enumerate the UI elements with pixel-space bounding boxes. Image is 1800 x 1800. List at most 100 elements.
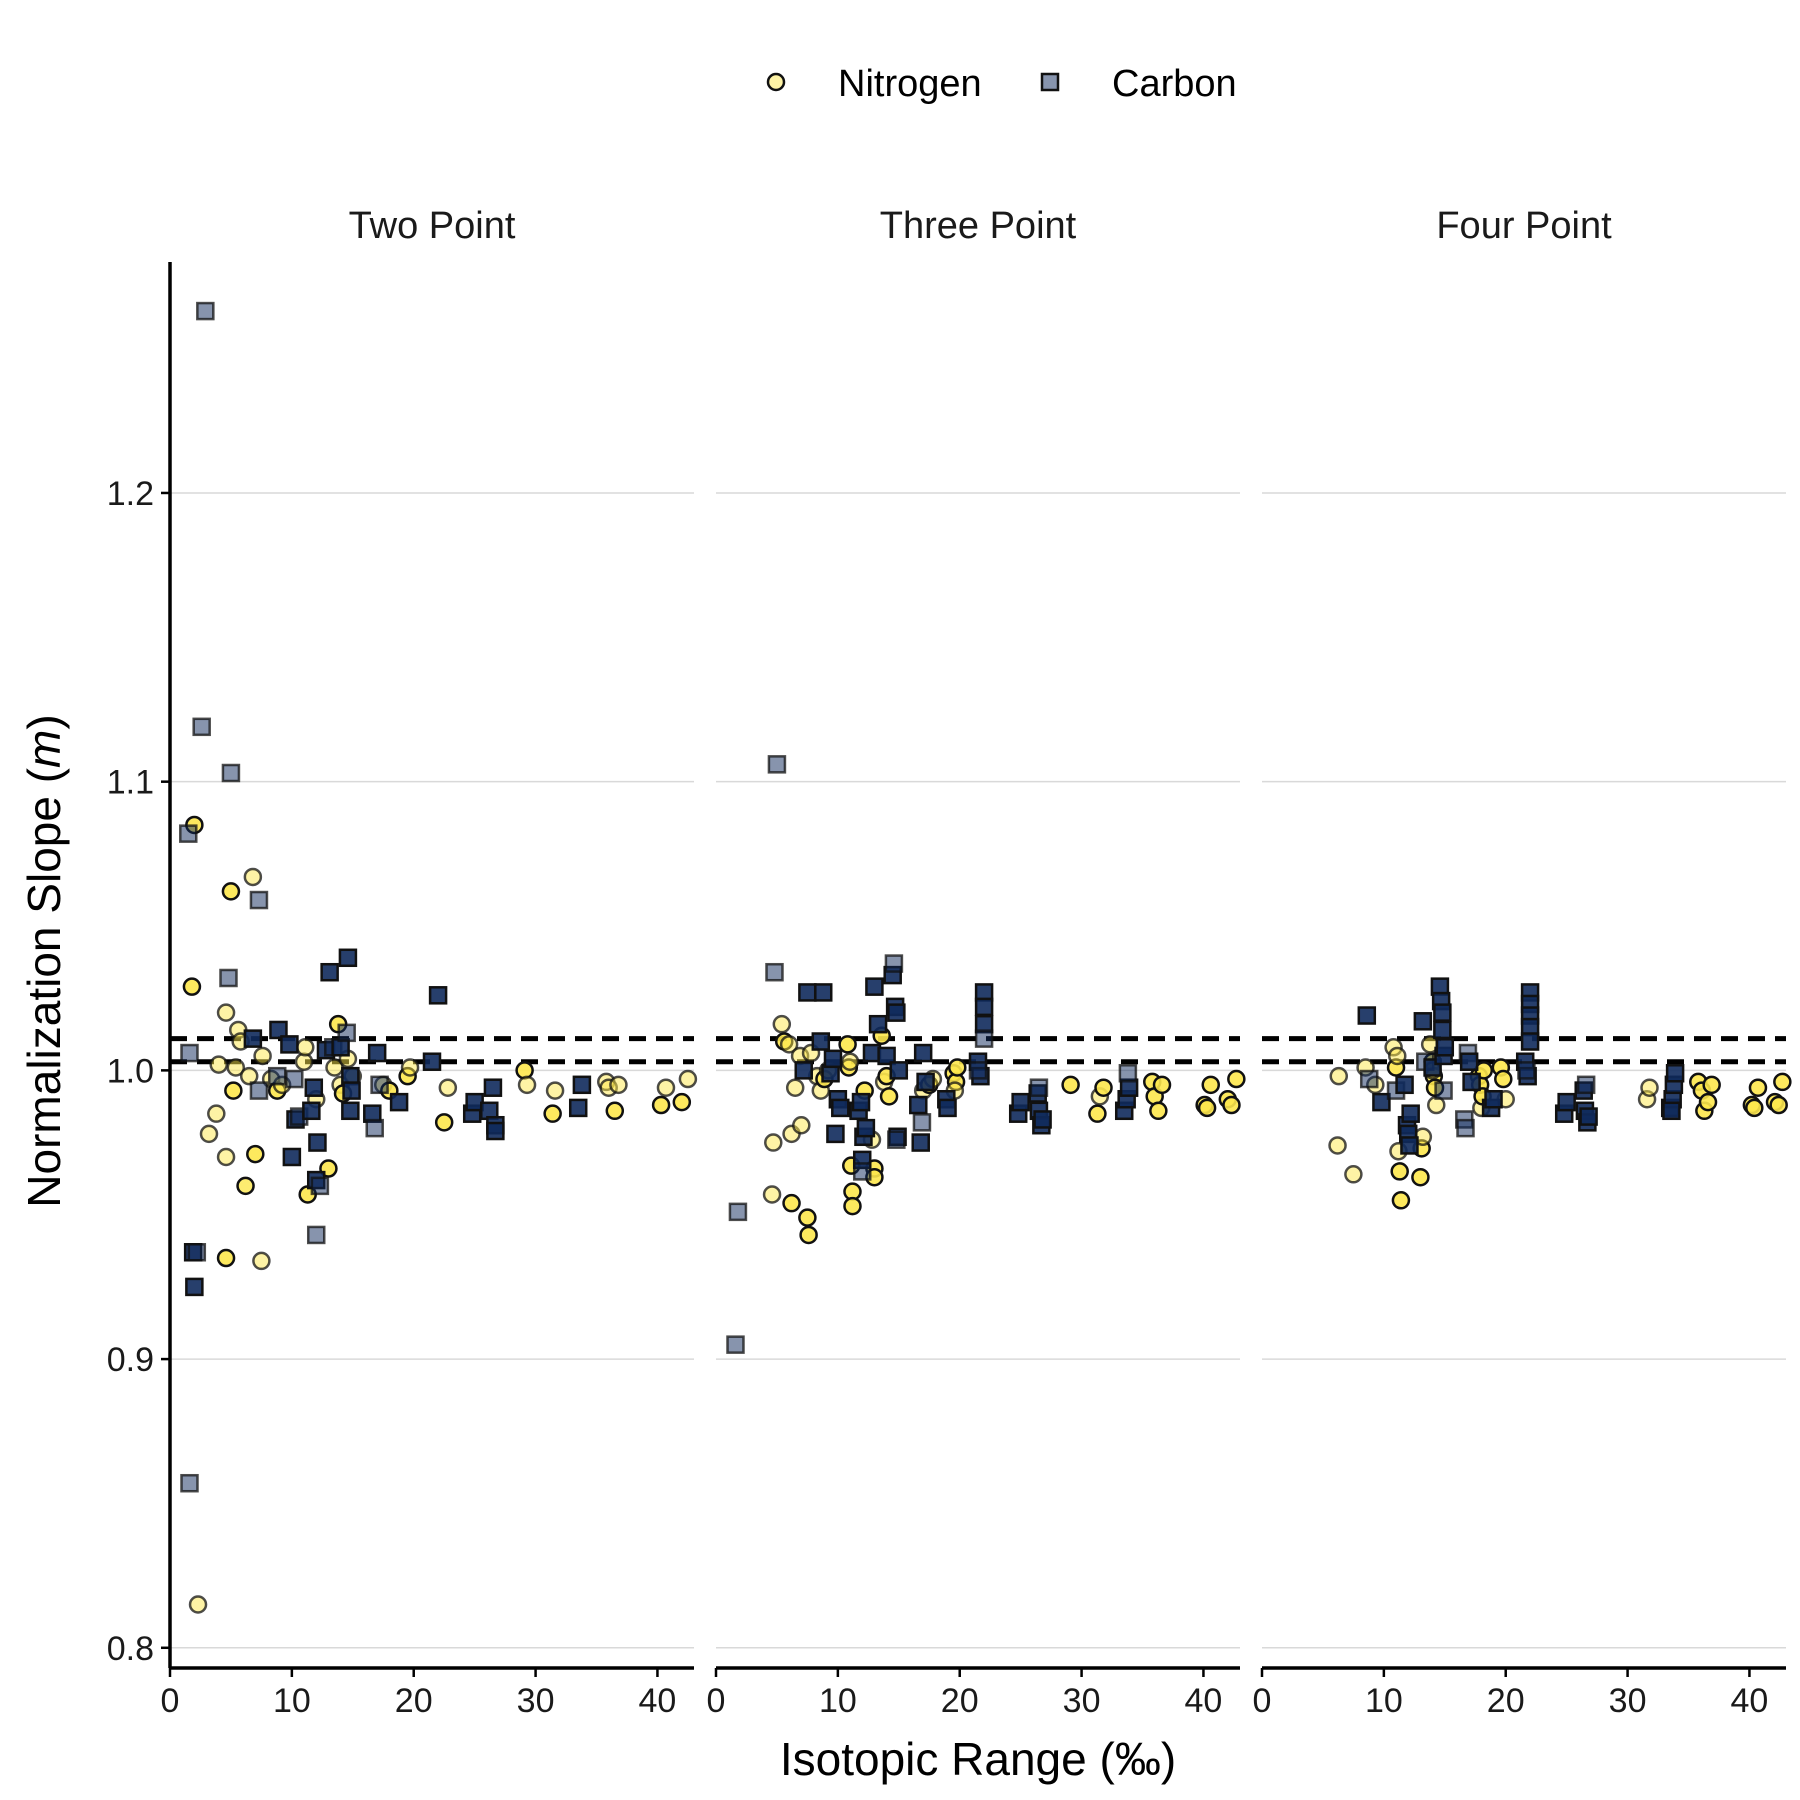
nitrogen-point bbox=[252, 1251, 271, 1271]
carbon-point bbox=[826, 1124, 845, 1144]
carbon-point bbox=[1395, 1075, 1414, 1095]
x-tick-label: 0 bbox=[1253, 1682, 1272, 1720]
carbon-point bbox=[243, 1029, 263, 1048]
nitrogen-point bbox=[798, 1208, 817, 1227]
y-axis-title-end: ) bbox=[18, 714, 70, 729]
facet-panel-1: Three Point 0 10 20 30 40 bbox=[707, 205, 1246, 1720]
carbon-point bbox=[185, 1277, 204, 1297]
x-tick-label: 20 bbox=[1487, 1682, 1525, 1720]
x-tick-label: 30 bbox=[1063, 1682, 1101, 1720]
x-tick-label: 40 bbox=[639, 1682, 677, 1720]
y-axis-title-main: Normalization Slope ( bbox=[18, 767, 70, 1207]
nitrogen-point bbox=[762, 1185, 782, 1204]
x-tick-label: 0 bbox=[161, 1682, 180, 1720]
carbon-point bbox=[280, 1035, 299, 1054]
legend-carbon-label: Carbon bbox=[1112, 63, 1237, 105]
carbon-point bbox=[911, 1133, 930, 1152]
nitrogen-point bbox=[651, 1095, 671, 1115]
nitrogen-point bbox=[1197, 1098, 1217, 1118]
carbon-point bbox=[267, 1066, 287, 1086]
nitrogen-point bbox=[438, 1078, 458, 1097]
nitrogen-point bbox=[1702, 1075, 1721, 1095]
carbon-point bbox=[909, 1095, 928, 1115]
nitrogen-point bbox=[840, 1052, 860, 1071]
nitrogen-point bbox=[1201, 1075, 1221, 1095]
carbon-point bbox=[728, 1202, 748, 1222]
carbon-point bbox=[341, 1101, 360, 1121]
carbon-point bbox=[572, 1075, 592, 1095]
nitrogen-point bbox=[434, 1113, 454, 1132]
carbon-point bbox=[916, 1072, 935, 1092]
carbon-point bbox=[1520, 1032, 1540, 1051]
legend: Nitrogen Carbon bbox=[766, 63, 1237, 105]
nitrogen-point bbox=[199, 1124, 219, 1144]
carbon-point bbox=[1357, 1006, 1377, 1025]
carbon-point bbox=[865, 977, 884, 996]
nitrogen-point bbox=[1149, 1101, 1168, 1121]
nitrogen-point bbox=[1745, 1098, 1764, 1118]
x-tick-label: 0 bbox=[707, 1682, 726, 1720]
carbon-point bbox=[1434, 1081, 1453, 1100]
nitrogen-point bbox=[221, 882, 241, 901]
x-tick-label: 10 bbox=[1365, 1682, 1403, 1720]
carbon-point bbox=[310, 1176, 330, 1196]
carbon-point bbox=[196, 301, 215, 321]
carbon-point bbox=[1401, 1104, 1420, 1123]
carbon-point bbox=[389, 1092, 409, 1112]
carbon-point bbox=[852, 1162, 872, 1181]
y-tick-label: 1.0 bbox=[107, 1052, 154, 1090]
facet-panel-0: Two Point 0 10 20 30 40 0.8 0.9 1.0 1.1 1.2 bbox=[107, 205, 698, 1720]
carbon-point bbox=[1359, 1069, 1379, 1089]
carbon-point bbox=[938, 1098, 957, 1118]
carbon-point bbox=[221, 763, 241, 783]
carbon-point bbox=[1576, 1075, 1596, 1095]
carbon-point bbox=[798, 983, 817, 1002]
carbon-point bbox=[302, 1101, 321, 1121]
carbon-point bbox=[428, 986, 448, 1005]
carbon-point bbox=[831, 1098, 850, 1118]
carbon-point bbox=[1011, 1092, 1030, 1112]
nitrogen-point bbox=[253, 1046, 272, 1066]
nitrogen-point bbox=[1640, 1078, 1659, 1097]
nitrogen-point bbox=[517, 1075, 537, 1095]
carbon-point bbox=[1462, 1072, 1481, 1092]
carbon-point bbox=[1400, 1136, 1419, 1155]
nitrogen-point bbox=[296, 1038, 315, 1057]
carbon-point bbox=[813, 983, 833, 1002]
facet-panel-2: Four Point 0 10 20 30 40 bbox=[1253, 205, 1792, 1720]
nitrogen-point bbox=[672, 1092, 692, 1112]
x-tick-label: 20 bbox=[395, 1682, 433, 1720]
carbon-point bbox=[180, 1473, 199, 1493]
carbon-point bbox=[794, 1061, 813, 1080]
carbon-point bbox=[304, 1078, 324, 1097]
nitrogen-point bbox=[1227, 1069, 1246, 1089]
carbon-point bbox=[811, 1032, 831, 1051]
nitrogen-point bbox=[543, 1104, 562, 1123]
x-tick-label: 40 bbox=[1731, 1682, 1769, 1720]
nitrogen-point bbox=[1344, 1165, 1363, 1184]
carbon-point bbox=[887, 1130, 906, 1149]
carbon-point bbox=[1557, 1092, 1576, 1112]
y-tick-label: 0.9 bbox=[107, 1341, 154, 1379]
nitrogen-point bbox=[216, 1147, 236, 1167]
nitrogen-point bbox=[843, 1196, 862, 1216]
facet-title: Four Point bbox=[1436, 205, 1612, 247]
carbon-point bbox=[968, 1061, 988, 1080]
carbon-point bbox=[1372, 1092, 1391, 1112]
carbon-point bbox=[269, 1020, 288, 1040]
x-tick-label: 10 bbox=[819, 1682, 857, 1720]
x-tick-label: 10 bbox=[273, 1682, 311, 1720]
nitrogen-point bbox=[1094, 1078, 1113, 1097]
nitrogen-point bbox=[948, 1058, 967, 1077]
carbon-point bbox=[1033, 1110, 1052, 1129]
carbon-point bbox=[249, 890, 269, 910]
y-axis-title-variable: m bbox=[18, 730, 70, 768]
carbon-point bbox=[1413, 1012, 1433, 1031]
legend-carbon-marker bbox=[1040, 72, 1060, 92]
x-axis-title: Isotopic Range (‰) bbox=[780, 1733, 1176, 1785]
carbon-point bbox=[320, 962, 339, 982]
carbon-point bbox=[1665, 1064, 1685, 1083]
carbon-point bbox=[1118, 1064, 1138, 1083]
x-tick-label: 20 bbox=[941, 1682, 979, 1720]
facet-title: Three Point bbox=[880, 205, 1077, 247]
